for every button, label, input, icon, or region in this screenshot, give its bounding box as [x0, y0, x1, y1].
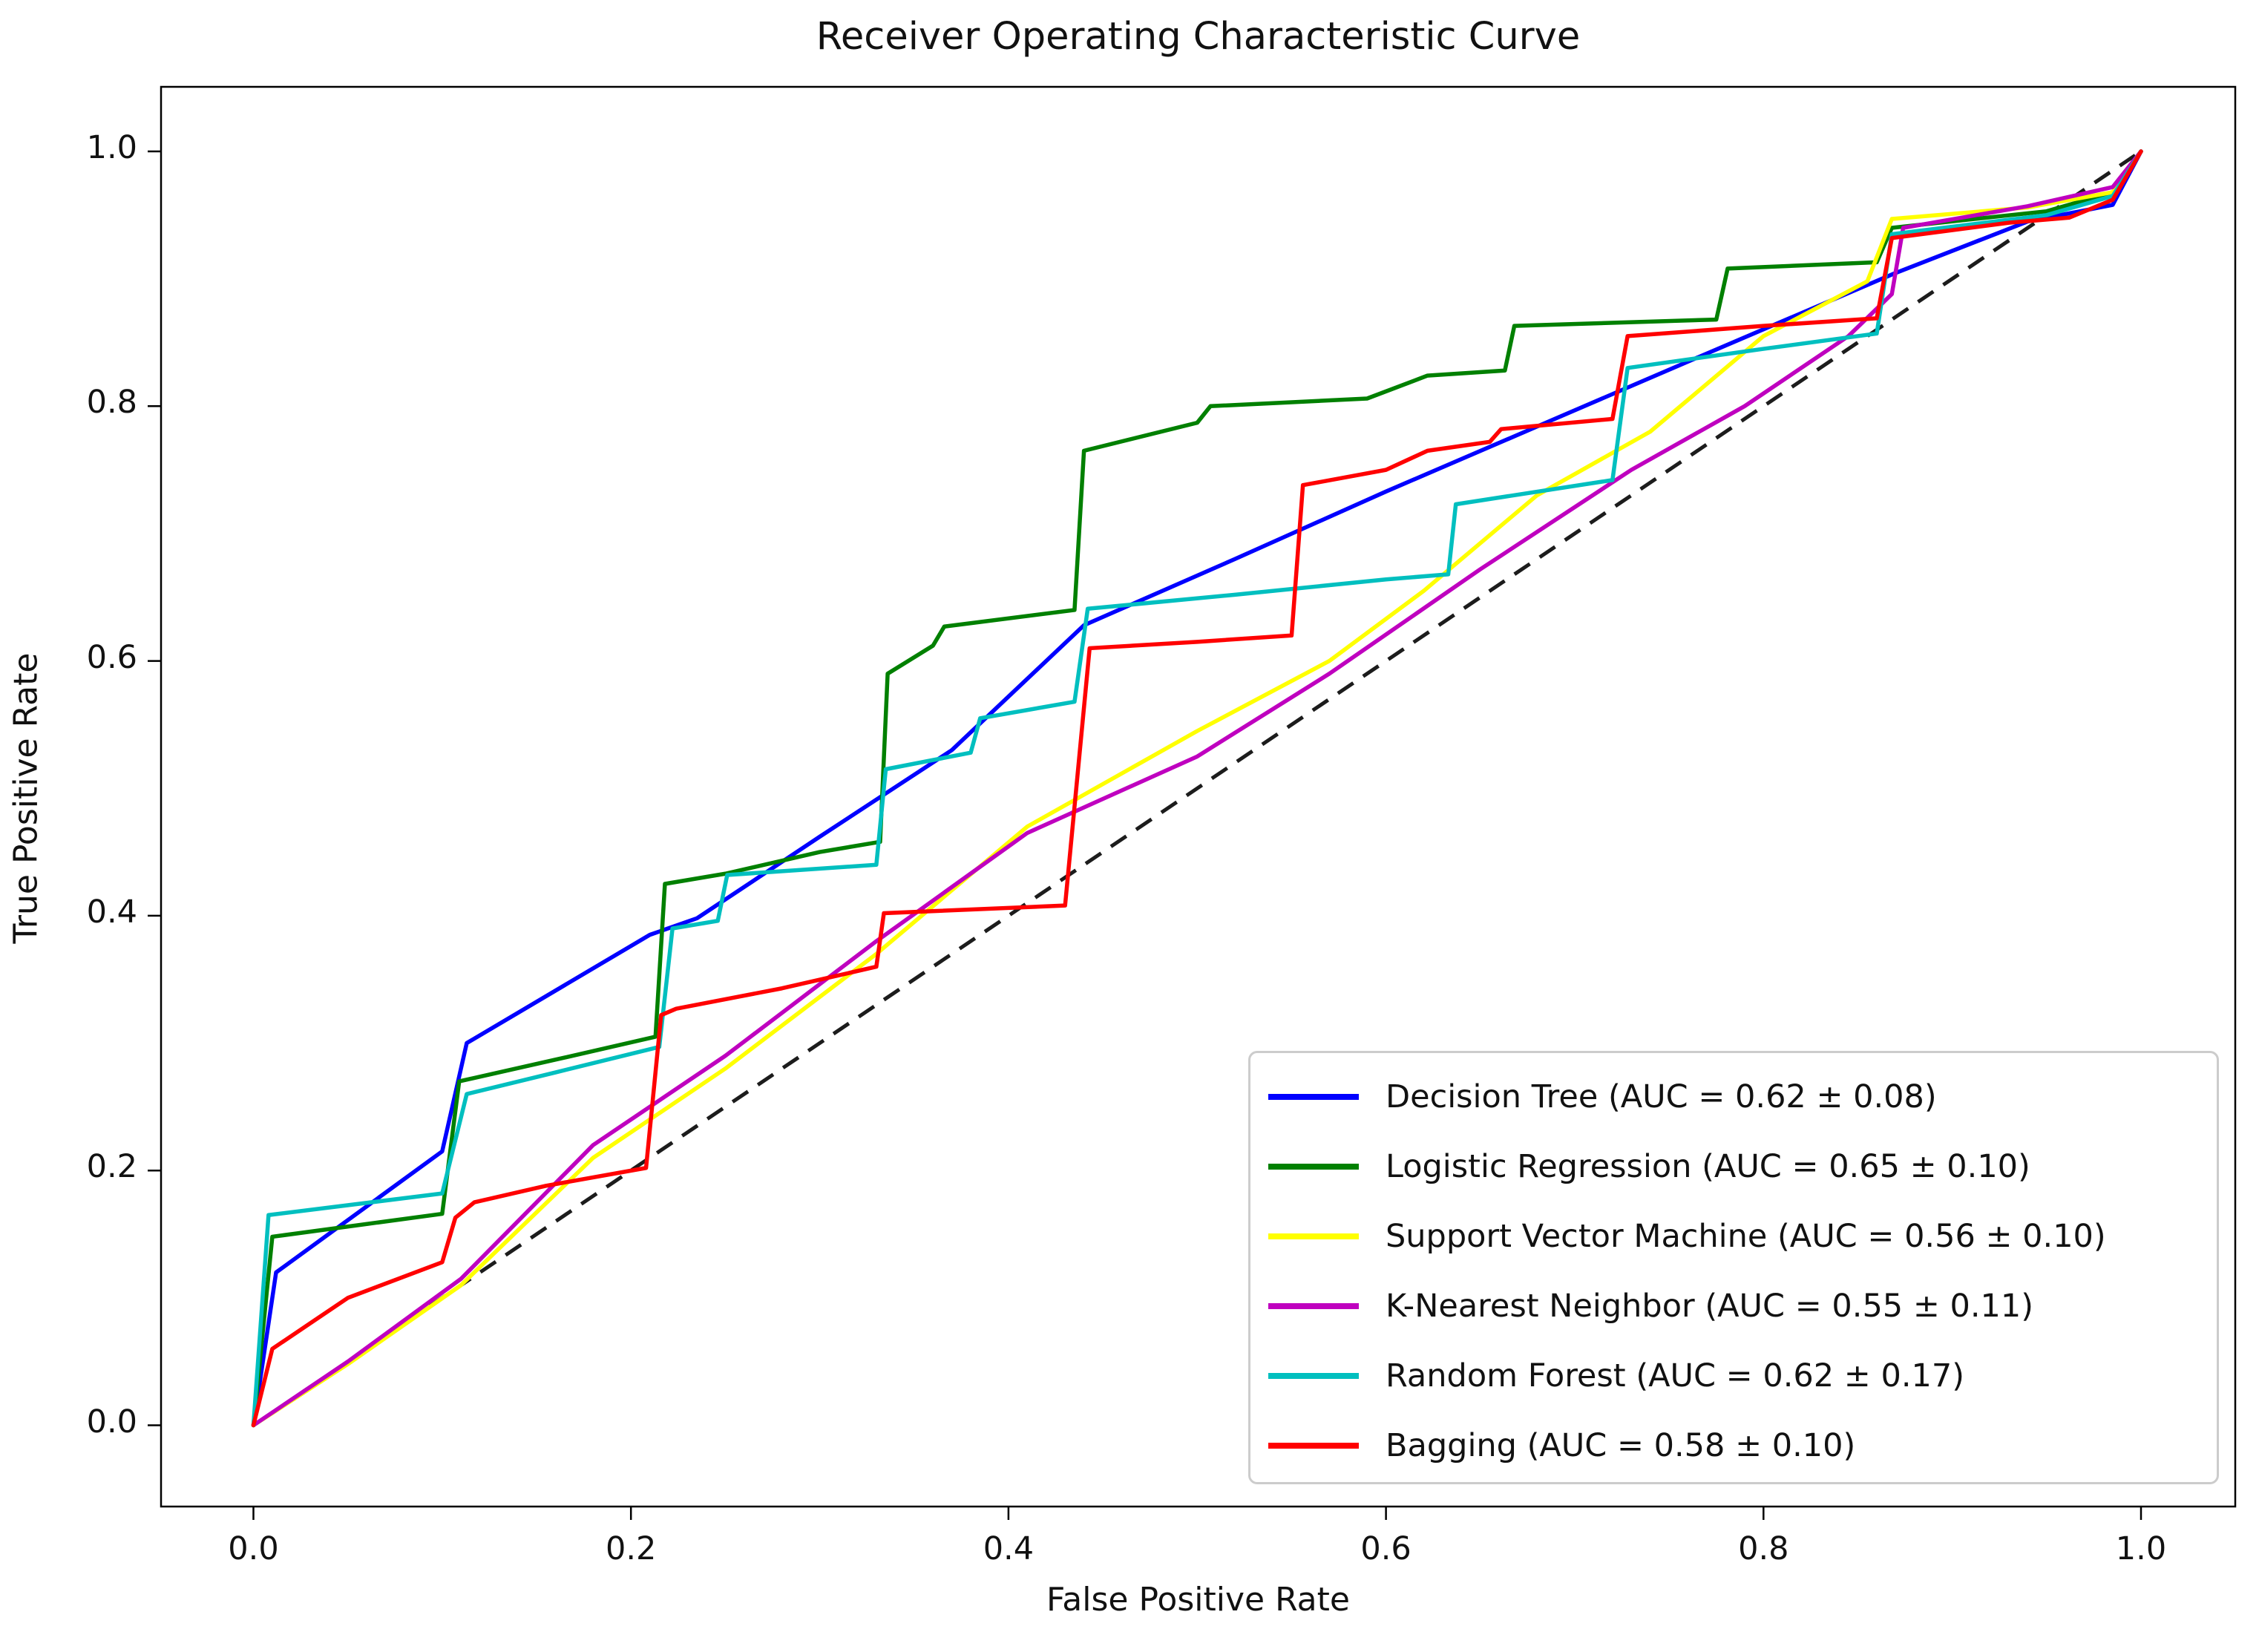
legend-row: Random Forest (AUC = 0.62 ± 0.17): [1268, 1341, 2217, 1411]
legend-row: K-Nearest Neighbor (AUC = 0.55 ± 0.11): [1268, 1271, 2217, 1341]
x-tick-label: 0.2: [605, 1530, 657, 1567]
legend-line-swatch: [1268, 1164, 1359, 1170]
legend-line-swatch: [1268, 1373, 1359, 1379]
legend-line-swatch: [1268, 1443, 1359, 1449]
roc-curve-logistic-regression: [251, 149, 2143, 1428]
legend-row: Bagging (AUC = 0.58 ± 0.10): [1268, 1411, 2217, 1481]
y-tick-label: 0.0: [86, 1403, 137, 1440]
y-axis-label: True Positive Rate: [7, 652, 45, 944]
legend-row: Decision Tree (AUC = 0.62 ± 0.08): [1268, 1062, 2217, 1132]
roc-curve-random-forest: [251, 149, 2143, 1428]
y-tick-label: 0.4: [86, 893, 137, 931]
y-tick-label: 0.2: [86, 1148, 137, 1186]
x-tick-label: 1.0: [2115, 1530, 2167, 1567]
chance-diagonal: [252, 149, 2142, 1427]
legend-line-swatch: [1268, 1303, 1359, 1309]
roc-curve-k-nearest-neighbor: [251, 149, 2143, 1428]
y-tick-label: 0.8: [86, 384, 137, 422]
legend-box: Decision Tree (AUC = 0.62 ± 0.08) Logisti…: [1248, 1051, 2219, 1484]
y-tick-label: 1.0: [86, 129, 137, 166]
legend-line-swatch: [1268, 1233, 1359, 1239]
x-tick-label: 0.6: [1360, 1530, 1412, 1567]
legend-label: Logistic Regression (AUC = 0.65 ± 0.10): [1386, 1148, 2030, 1185]
legend-label: Random Forest (AUC = 0.62 ± 0.17): [1386, 1357, 1965, 1394]
legend-label: K-Nearest Neighbor (AUC = 0.55 ± 0.11): [1386, 1288, 2034, 1325]
legend-label: Decision Tree (AUC = 0.62 ± 0.08): [1386, 1078, 1937, 1115]
roc-curve-support-vector-machine: [251, 149, 2143, 1428]
plot-spines: [160, 85, 2237, 1508]
legend-label: Support Vector Machine (AUC = 0.56 ± 0.1…: [1386, 1218, 2106, 1255]
x-tick-label: 0.0: [228, 1530, 279, 1567]
page-title: Receiver Operating Characteristic Curve: [816, 15, 1581, 59]
y-tick-label: 0.6: [86, 638, 137, 676]
roc-curve-bagging: [251, 149, 2143, 1428]
legend-row: Support Vector Machine (AUC = 0.56 ± 0.1…: [1268, 1202, 2217, 1271]
legend-row: Logistic Regression (AUC = 0.65 ± 0.10): [1268, 1132, 2217, 1202]
x-axis-label: False Positive Rate: [1046, 1581, 1350, 1619]
legend-line-swatch: [1268, 1094, 1359, 1100]
x-tick-label: 0.4: [983, 1530, 1035, 1567]
legend-label: Bagging (AUC = 0.58 ± 0.10): [1386, 1427, 1856, 1464]
x-tick-label: 0.8: [1738, 1530, 1789, 1567]
